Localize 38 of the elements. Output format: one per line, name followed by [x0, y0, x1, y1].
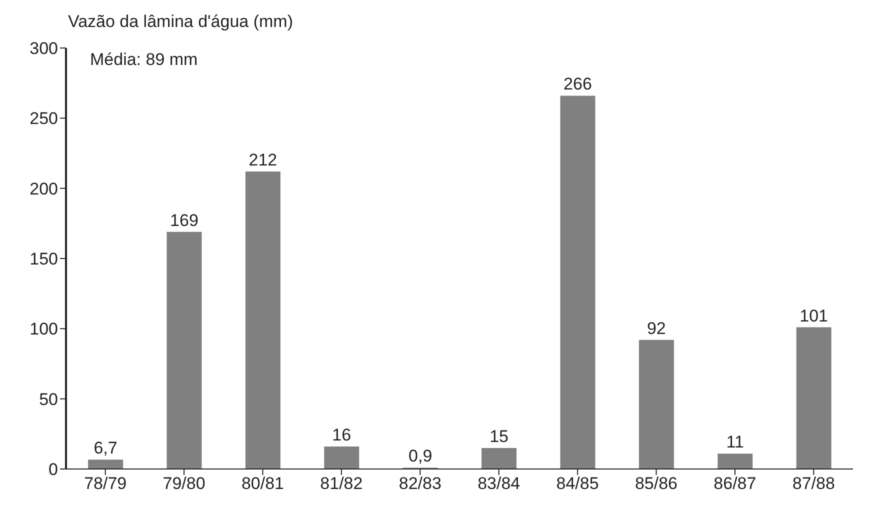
y-tick-label: 250 [30, 109, 58, 128]
x-tick-label: 87/88 [792, 474, 835, 494]
x-tick-label: 86/87 [714, 474, 756, 494]
data-label: 266 [564, 74, 592, 94]
x-tick-label: 82/83 [398, 474, 442, 494]
bar [718, 454, 753, 469]
y-tick-label: 300 [30, 39, 58, 58]
x-tick-label: 83/84 [478, 474, 520, 494]
data-label: 16 [332, 426, 352, 445]
data-label: 6,7 [94, 438, 118, 458]
data-label: 11 [726, 432, 744, 452]
bar [482, 448, 517, 469]
x-tick-label: 85/86 [634, 474, 678, 494]
x-tick-label: 78/79 [84, 474, 127, 494]
x-tick-label: 81/82 [320, 474, 363, 494]
x-tick-label: 79/80 [162, 474, 206, 494]
y-tick-label: 0 [48, 460, 58, 480]
bar [560, 96, 596, 469]
y-tick-label: 50 [39, 390, 58, 409]
y-axis-title: Vazão da lâmina d'água (mm) [68, 12, 293, 32]
bar [166, 232, 202, 469]
y-tick-label: 200 [30, 179, 58, 198]
data-label: 92 [646, 318, 666, 338]
bar [324, 446, 360, 469]
data-label: 212 [248, 150, 278, 170]
bar [245, 171, 280, 469]
annotation: Média: 89 mm [90, 50, 198, 70]
data-label: 169 [170, 210, 198, 230]
y-tick-label: 150 [30, 250, 58, 269]
data-label: 101 [800, 306, 828, 326]
y-tick-label: 100 [30, 320, 58, 339]
bar [796, 327, 832, 469]
x-tick-label: 80/81 [241, 474, 284, 494]
data-label: 0,9 [408, 446, 432, 466]
bar [638, 340, 674, 469]
x-tick-label: 84/85 [556, 474, 599, 494]
bar [88, 460, 124, 469]
data-label: 15 [490, 426, 508, 446]
